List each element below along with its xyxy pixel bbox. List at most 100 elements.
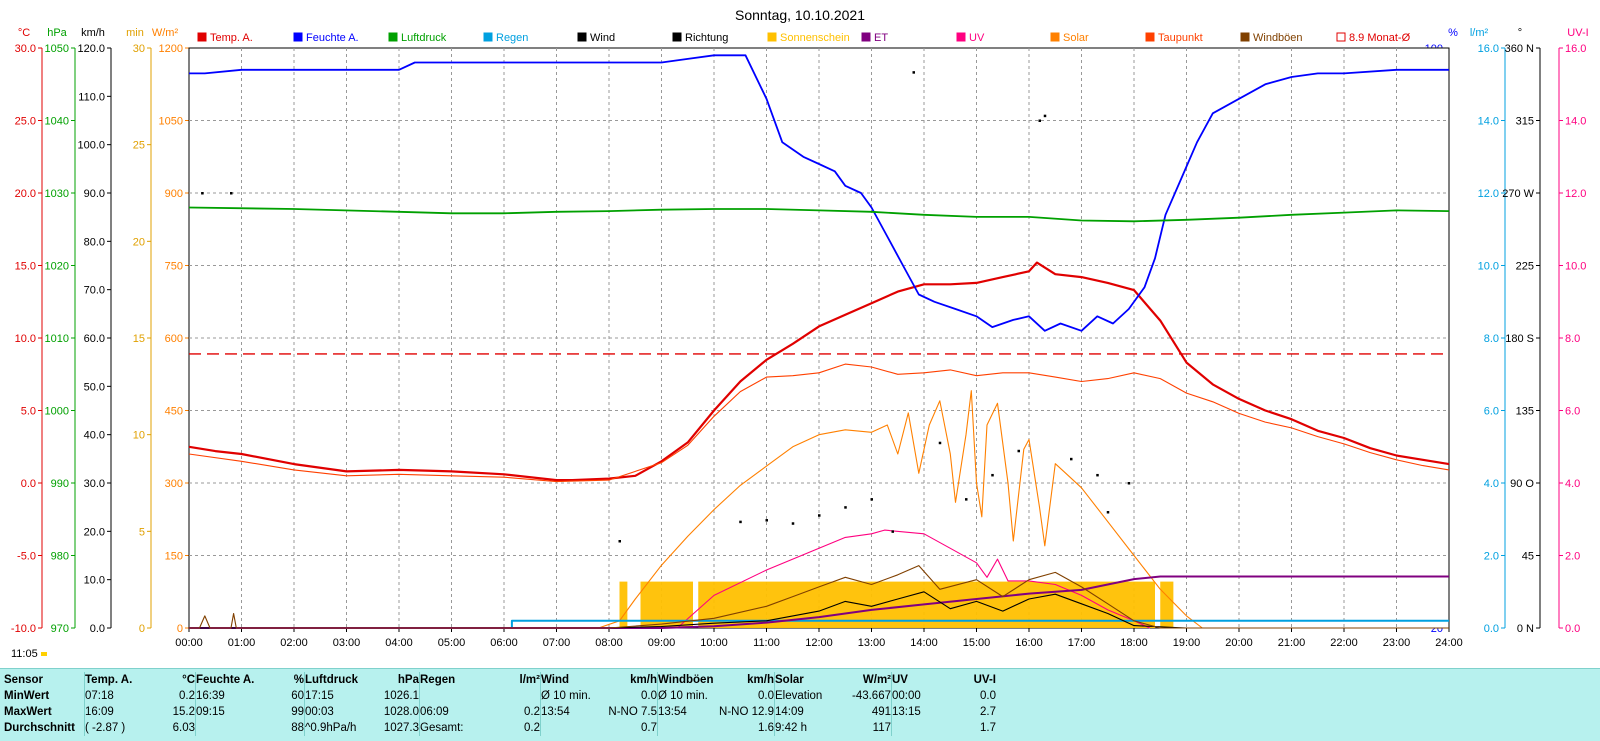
- direction-dot: [230, 192, 233, 195]
- direction-dot: [1043, 114, 1047, 118]
- x-tick-label: 13:00: [858, 637, 886, 649]
- summary-cell: 1.6: [758, 722, 774, 734]
- axis-tick-label: 16.0: [1478, 43, 1499, 55]
- axis-unit-label: hPa: [47, 27, 67, 39]
- legend-label: Temp. A.: [210, 32, 253, 44]
- summary-cell: 15.2: [172, 706, 195, 718]
- axis-tick-label: 12.0: [1565, 188, 1586, 200]
- axis-tick-label: 40.0: [84, 430, 105, 442]
- axis-tick-label: 110.0: [78, 91, 105, 103]
- summary-cell: Elevation: [774, 688, 845, 704]
- legend-label: UV: [969, 32, 985, 44]
- weather-chart: Sonntag, 10.10.2021 Temp. A. Feuchte A. Lu…: [11, 7, 1589, 660]
- legend-label: Taupunkt: [1158, 32, 1203, 44]
- axis-tick-label: 0 N: [1517, 623, 1534, 635]
- axis-tick-label: 30.0: [15, 43, 36, 55]
- summary-cell: N-NO 7.5: [608, 706, 657, 718]
- axis-tick-label: 10.0: [1478, 261, 1499, 273]
- x-tick-label: 18:00: [1120, 637, 1148, 649]
- axis-tick-label: 1050: [45, 43, 69, 55]
- axis-tick-label: 10: [133, 430, 145, 442]
- legend-label: ET: [874, 32, 888, 44]
- legend-label: Feuchte A.: [306, 32, 359, 44]
- direction-dot: [818, 514, 821, 517]
- direction-dot: [1070, 457, 1073, 461]
- legend-swatch: [577, 32, 587, 42]
- axis-tick-label: 60.0: [84, 333, 105, 345]
- summary-cell: N-NO 12.9: [719, 706, 774, 718]
- summary-cell: [500, 688, 541, 704]
- x-tick-label: 12:00: [805, 637, 833, 649]
- legend-swatch: [1145, 32, 1155, 42]
- direction-dot: [739, 520, 742, 524]
- axis-tick-label: 45: [1522, 551, 1534, 563]
- axis-tick-label: -10.0: [11, 623, 36, 635]
- summary-cell: Luftdruck: [304, 672, 375, 688]
- summary-cell: 2.7: [980, 706, 996, 718]
- axis-tick-label: 1040: [45, 116, 69, 128]
- legend-label: Richtung: [685, 32, 728, 44]
- direction-dot: [765, 519, 768, 522]
- direction-dot: [938, 441, 942, 445]
- summary-cell: Feuchte A.: [195, 672, 274, 688]
- plot-area: 00:00 01:00 02:00 03:00 04:00 05:00 06:00 07:00…: [175, 47, 1463, 649]
- summary-cell: UV-I: [973, 674, 996, 686]
- direction-dot: [1096, 473, 1099, 477]
- axis-tick-label: 90.0: [84, 188, 105, 200]
- axis-tick-label: 2.0: [1565, 551, 1580, 563]
- axis-tick-label: 450: [165, 406, 183, 418]
- summary-cell: 13:54: [540, 704, 601, 720]
- axis-tick-label: 20.0: [15, 188, 36, 200]
- axis-tick-label: 0.0: [1484, 623, 1499, 635]
- axis-tick-label: 15.0: [15, 261, 36, 273]
- summary-cell: MinWert: [4, 690, 50, 702]
- summary-cell: 0.7: [641, 722, 657, 734]
- summary-cell: Solar: [774, 672, 845, 688]
- summary-cell: Wind: [540, 672, 601, 688]
- axis-tick-label: 0: [139, 623, 145, 635]
- axis-tick-label: 30: [133, 43, 145, 55]
- direction-dot: [965, 498, 968, 501]
- axis-tick-label: 4.0: [1565, 478, 1580, 490]
- axis-tick-label: 15: [133, 333, 145, 345]
- summary-cell: Sensor: [4, 674, 43, 686]
- summary-row: MinWert 07:18 0.2 16:39 60 17:15 1026.1 Ø 10 mi…: [4, 688, 996, 704]
- axis-tick-label: 150: [165, 551, 183, 563]
- series-line: [189, 591, 1449, 629]
- summary-cell: 06:09: [419, 704, 500, 720]
- axis-tick-label: 8.0: [1565, 333, 1580, 345]
- summary-cell: 1026.1: [383, 690, 419, 702]
- axis-tick-label: 990: [51, 478, 69, 490]
- summary-cell: 1027.3: [383, 722, 419, 734]
- summary-cell: [657, 720, 718, 736]
- axis-tick-label: -5.0: [17, 551, 36, 563]
- direction-dot: [912, 71, 915, 74]
- summary-cell: 117: [872, 722, 891, 734]
- summary-row: Durchschnitt ( -2.87 ) 6.03 88 ^0.9hPa/h 1027…: [4, 720, 996, 736]
- summary-cell: -43.667: [851, 690, 891, 702]
- summary-header-row: Sensor Temp. A. °C Feuchte A.% Luftdruck hPa R…: [4, 672, 996, 688]
- axis-tick-label: 0.0: [21, 478, 36, 490]
- summary-cell: 16:39: [195, 688, 274, 704]
- axis-tick-label: 1030: [45, 188, 69, 200]
- x-tick-label: 14:00: [910, 637, 938, 649]
- axis-tick-label: 8.0: [1484, 333, 1499, 345]
- summary-cell: 16:09: [84, 704, 153, 720]
- summary-cell: UV: [891, 672, 952, 688]
- summary-cell: 6.03: [172, 722, 195, 734]
- axis-unit-label: min: [126, 27, 144, 39]
- summary-cell: Regen: [419, 672, 500, 688]
- summary-cell: Durchschnitt: [4, 722, 75, 734]
- series-line: [189, 575, 1449, 629]
- axis-tick-label: 0.0: [90, 623, 105, 635]
- x-tick-label: 20:00: [1225, 637, 1253, 649]
- axis-tick-label: 180 S: [1505, 333, 1534, 345]
- axis-tick-label: 5.0: [21, 406, 36, 418]
- x-tick-label: 01:00: [228, 637, 256, 649]
- sunshine-bar: [619, 581, 628, 628]
- x-tick-label: 17:00: [1068, 637, 1096, 649]
- summary-cell: 491: [871, 706, 891, 718]
- axis-tick-label: 5: [139, 526, 145, 538]
- summary-cell: Ø 10 min.: [540, 688, 601, 704]
- summary-cell: 14:09: [774, 704, 845, 720]
